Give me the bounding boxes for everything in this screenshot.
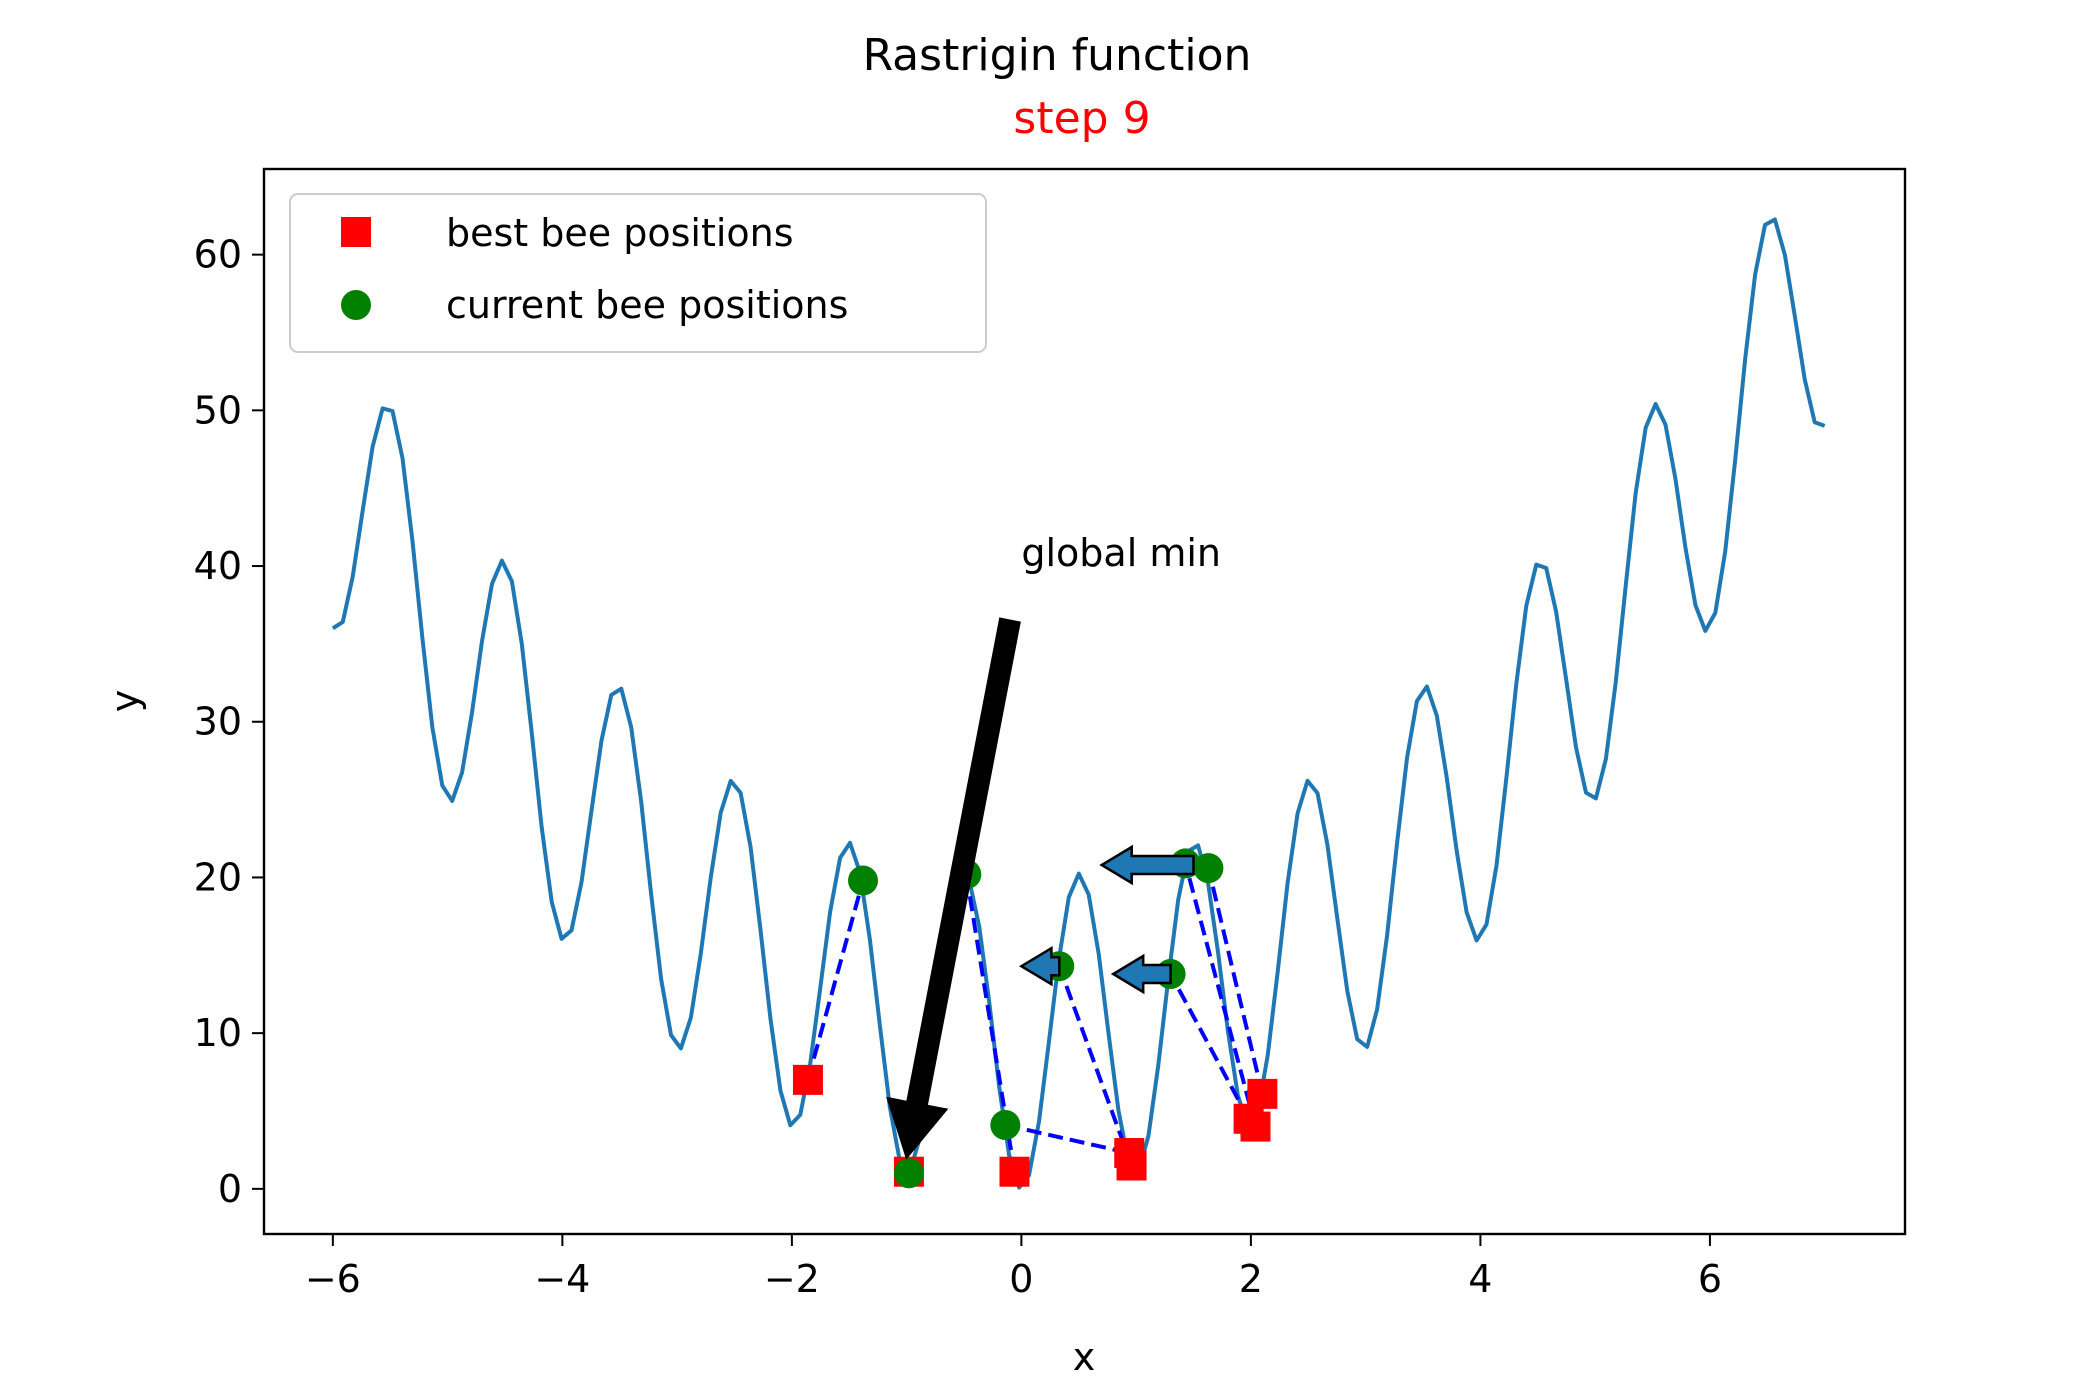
bee-link-line xyxy=(1206,867,1265,1095)
legend-label-best: best bee positions xyxy=(446,211,794,255)
bee-link-line xyxy=(1057,965,1134,1167)
x-tick-label: 6 xyxy=(1698,1257,1722,1301)
x-axis-label: x xyxy=(1073,1335,1096,1379)
x-tick-label: −4 xyxy=(534,1257,590,1301)
best-bee-marker xyxy=(1240,1111,1271,1142)
current-bee-marker xyxy=(1193,853,1224,884)
x-tick-label: 4 xyxy=(1468,1257,1492,1301)
bee-link-line xyxy=(806,880,865,1081)
x-tick-label: 2 xyxy=(1239,1257,1263,1301)
annotation-text: global min xyxy=(1021,531,1221,575)
current-bee-marker xyxy=(990,1110,1021,1141)
x-tick-label: −6 xyxy=(305,1257,361,1301)
x-tick-label: 0 xyxy=(1009,1257,1033,1301)
legend-circle-marker xyxy=(341,290,371,320)
x-tick-label: −2 xyxy=(764,1257,820,1301)
y-tick-label: 20 xyxy=(194,855,242,899)
chart-title: Rastrigin function xyxy=(863,30,1252,81)
bee-link-line xyxy=(1168,973,1251,1120)
y-tick-label: 0 xyxy=(218,1167,242,1211)
legend-frame xyxy=(289,193,987,353)
y-tick-label: 40 xyxy=(194,544,242,588)
velocity-arrow xyxy=(1018,945,1061,987)
bee-link-line xyxy=(1183,862,1258,1128)
plot-area-frame xyxy=(262,167,1907,1236)
velocity-arrow xyxy=(1099,844,1195,886)
legend-square-marker xyxy=(341,217,371,247)
y-tick-label: 30 xyxy=(194,700,242,744)
legend-label-current: current bee positions xyxy=(446,283,848,327)
rastrigin-curve xyxy=(331,217,1826,1190)
y-axis-label: y xyxy=(103,690,147,713)
best-bee-marker xyxy=(792,1064,823,1095)
y-tick-label: 60 xyxy=(194,233,242,277)
current-bee-marker xyxy=(893,1158,924,1189)
best-bee-marker xyxy=(1247,1078,1278,1109)
y-tick-label: 50 xyxy=(194,388,242,432)
velocity-arrow xyxy=(1110,953,1172,995)
global-min-arrow xyxy=(886,617,1021,1160)
y-tick-label: 10 xyxy=(194,1011,242,1055)
best-bee-marker xyxy=(999,1156,1030,1187)
chart-subtitle: step 9 xyxy=(1013,93,1150,144)
best-bee-marker xyxy=(1116,1150,1147,1181)
current-bee-marker xyxy=(848,865,879,896)
legend: best bee positions current bee positions xyxy=(289,193,987,353)
